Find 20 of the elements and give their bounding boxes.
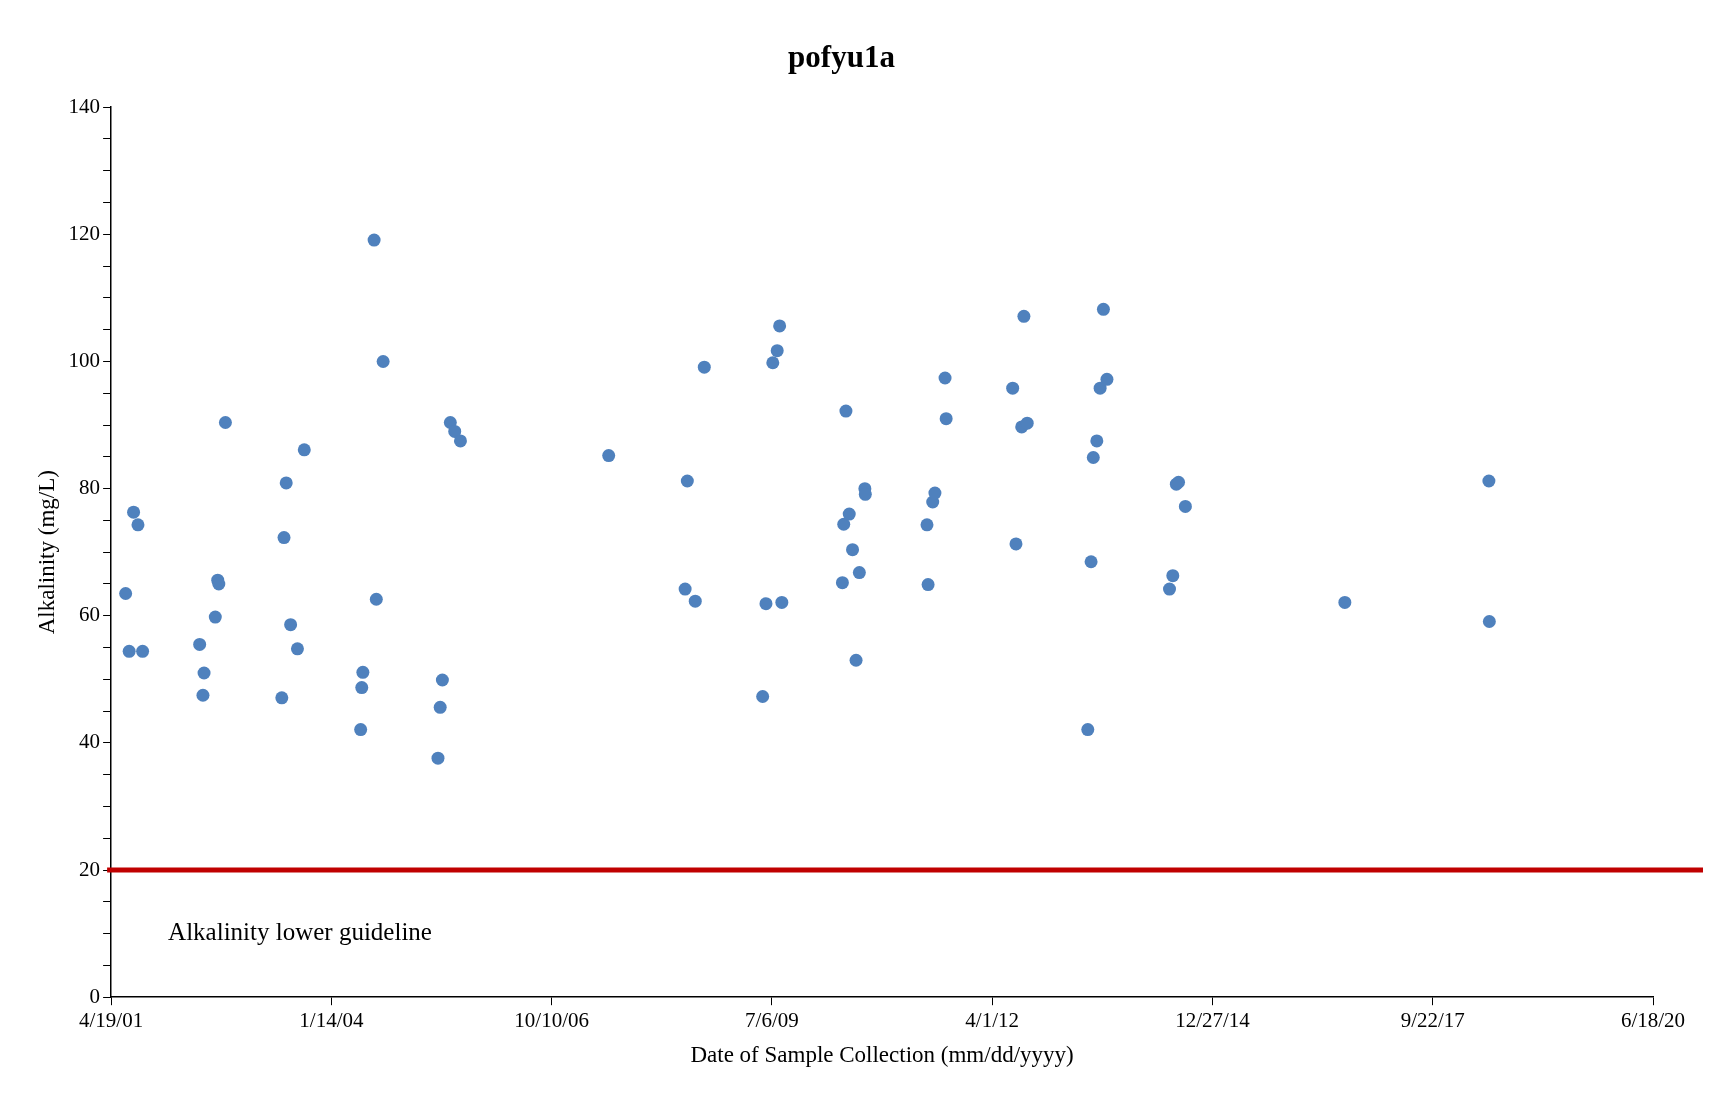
y-tick-label: 0: [89, 983, 101, 1008]
chart-title: pofyu1a: [788, 38, 896, 74]
x-tick-label: 4/19/01: [79, 1008, 144, 1033]
ref-line-label: Alkalinity lower guideline: [168, 918, 432, 946]
y-tick-label: 80: [79, 475, 101, 500]
x-axis-title: Date of Sample Collection (mm/dd/yyyy): [690, 1042, 1074, 1068]
x-tick-label: 4/1/12: [965, 1008, 1020, 1033]
x-tick-label: 12/27/14: [1175, 1008, 1251, 1033]
y-axis-title: Alkalinity (mg/L): [33, 470, 59, 635]
y-tick-label: 40: [79, 729, 101, 754]
x-tick-label: 1/14/04: [299, 1008, 364, 1033]
x-tick-label: 7/6/09: [745, 1008, 799, 1033]
x-tick-label: 9/22/17: [1400, 1008, 1465, 1033]
y-tick-label: 140: [68, 93, 101, 118]
y-tick-label: 60: [79, 602, 101, 627]
x-tick-label: 10/10/06: [514, 1008, 589, 1033]
y-tick-label: 20: [79, 856, 101, 881]
x-tick-label: 6/18/20: [1620, 1008, 1686, 1033]
y-tick-label: 100: [68, 348, 101, 372]
y-tick-label: 120: [68, 220, 101, 245]
